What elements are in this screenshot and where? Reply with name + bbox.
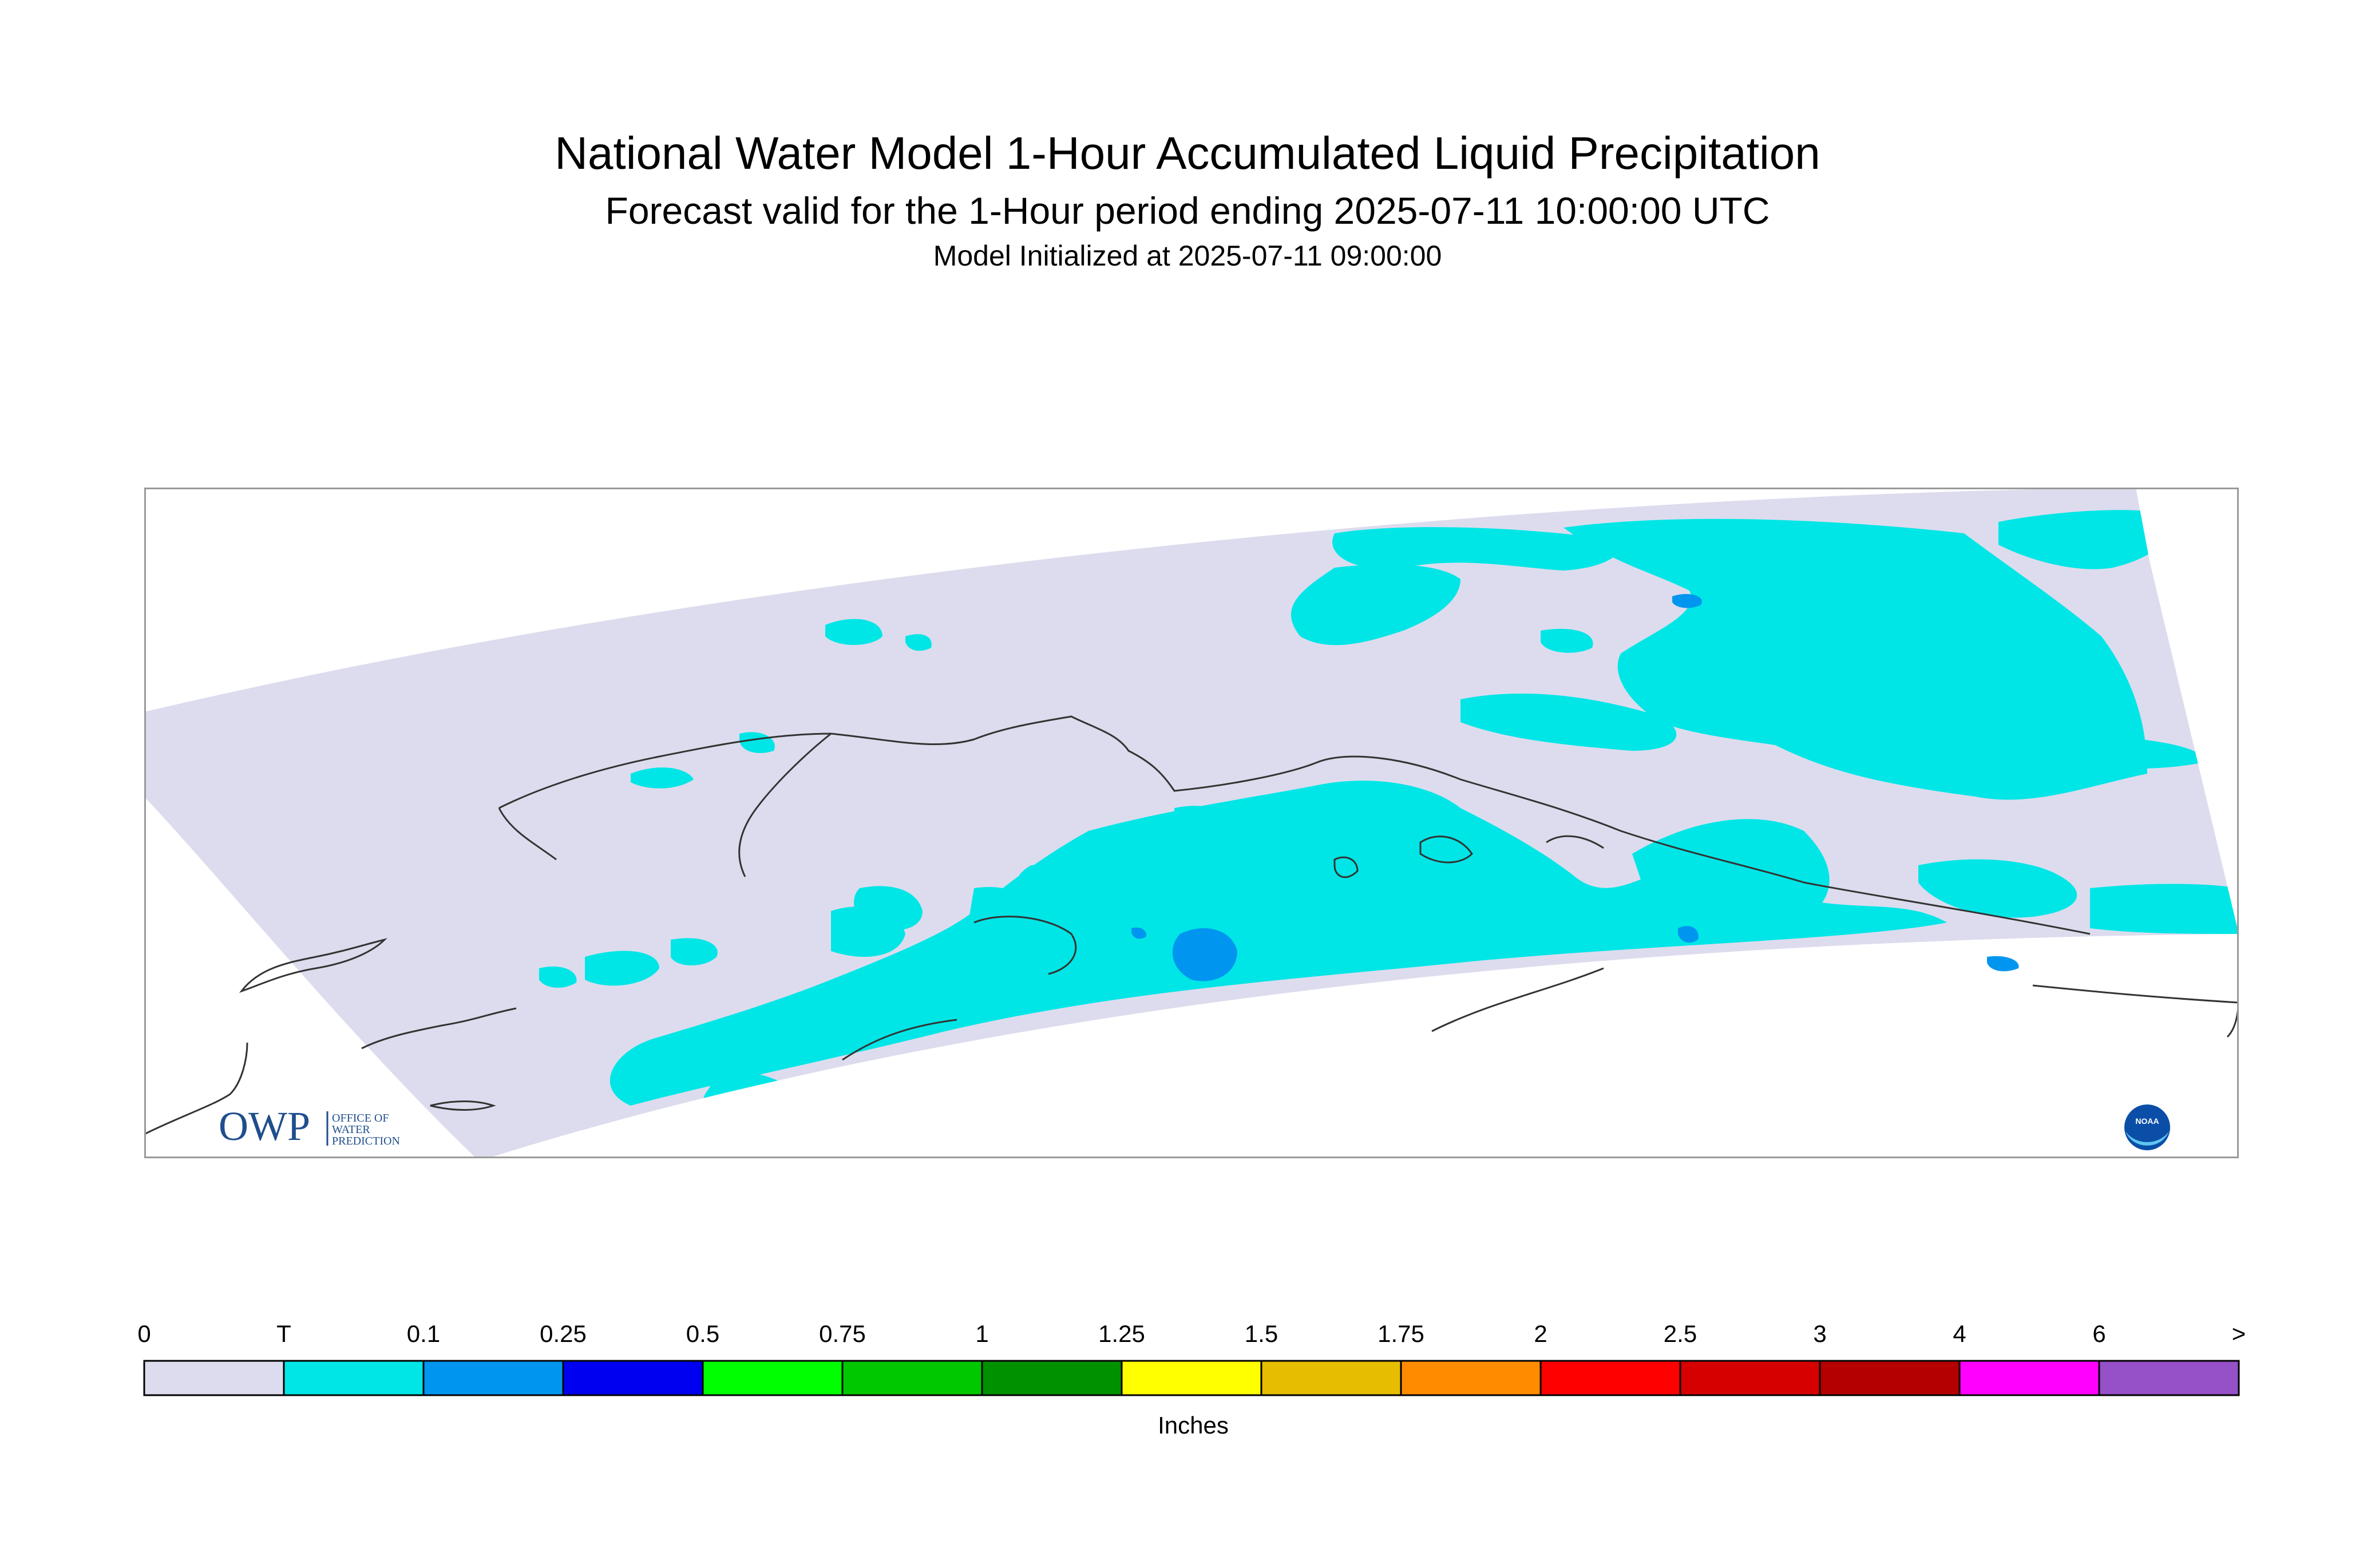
legend-unit-label: Inches	[1158, 1412, 1229, 1439]
legend-box-9	[1400, 1360, 1542, 1396]
legend-box-13	[1958, 1360, 2100, 1396]
legend-box-3	[562, 1360, 704, 1396]
legend-color-boxes	[143, 1360, 2240, 1396]
legend-box-10	[1539, 1360, 1681, 1396]
owp-line-3: PREDICTION	[332, 1135, 400, 1147]
map-subtitle: Forecast valid for the 1-Hour period end…	[605, 189, 1770, 232]
owp-logo: OWP OFFICE OF WATER PREDICTION	[219, 1103, 400, 1149]
legend-tick-6: 1	[975, 1320, 988, 1347]
noaa-mark: NOAA	[2135, 1116, 2159, 1126]
legend-tick-11: 2.5	[1664, 1320, 1697, 1347]
owp-line-2: WATER	[332, 1123, 370, 1136]
legend-tick-13: 4	[1953, 1320, 1966, 1347]
legend-box-5	[841, 1360, 983, 1396]
legend-tick-5: 0.75	[819, 1320, 866, 1347]
owp-mark: OWP	[219, 1103, 310, 1149]
legend-tick-15: >	[2232, 1320, 2246, 1347]
legend-tick-14: 6	[2092, 1320, 2105, 1347]
legend-tick-0: 0	[137, 1320, 151, 1347]
legend-tick-8: 1.5	[1245, 1320, 1278, 1347]
legend-tick-12: 3	[1813, 1320, 1826, 1347]
legend-box-7	[1121, 1360, 1262, 1396]
legend-box-1	[283, 1360, 425, 1396]
legend-box-6	[981, 1360, 1123, 1396]
legend-box-8	[1260, 1360, 1402, 1396]
legend-tick-labels: 0 T 0.1 0.25 0.5 0.75 1 1.25 1.5 1.75 2 2.5 3 4 6 >	[137, 1320, 2246, 1347]
model-init-text: Model Initialized at 2025-07-11 09:00:00	[933, 240, 1442, 272]
legend-box-2	[422, 1360, 564, 1396]
coastlines	[144, 715, 2239, 1135]
owp-line-1: OFFICE OF	[332, 1112, 389, 1124]
legend-box-12	[1819, 1360, 1961, 1396]
legend-tick-2: 0.1	[407, 1320, 440, 1347]
legend-tick-9: 1.75	[1378, 1320, 1424, 1347]
noaa-logo: NOAA	[2124, 1104, 2170, 1150]
legend-tick-4: 0.5	[686, 1320, 719, 1347]
trace-precip-areas	[539, 510, 2239, 1151]
legend-tick-7: 1.25	[1098, 1320, 1145, 1347]
legend-box-14	[2098, 1360, 2240, 1396]
light-precip-areas	[1131, 593, 2019, 981]
map-title: National Water Model 1-Hour Accumulated …	[555, 128, 1820, 179]
precipitation-map: OWP OFFICE OF WATER PREDICTION NOAA	[144, 488, 2239, 1158]
legend-box-4	[702, 1360, 844, 1396]
legend-tick-3: 0.25	[540, 1320, 587, 1347]
map-frame	[144, 488, 2239, 1158]
legend-box-11	[1679, 1360, 1821, 1396]
legend-box-0	[143, 1360, 285, 1396]
legend-tick-10: 2	[1534, 1320, 1547, 1347]
legend-tick-1: T	[276, 1320, 291, 1347]
